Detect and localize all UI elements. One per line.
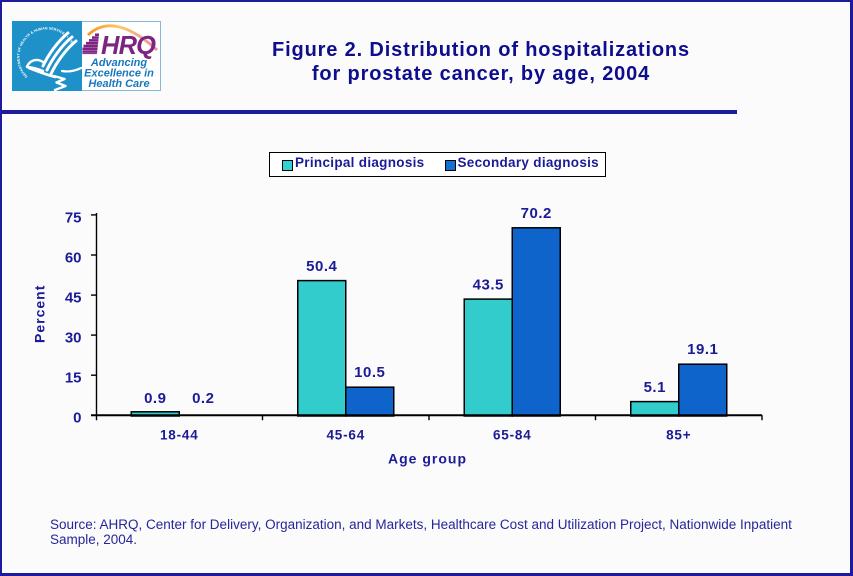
svg-text:43.5: 43.5 [473, 276, 504, 293]
svg-text:Excellence in: Excellence in [84, 68, 154, 80]
svg-text:45-64: 45-64 [326, 428, 365, 443]
svg-text:10.5: 10.5 [354, 364, 385, 381]
svg-text:45: 45 [65, 290, 82, 307]
svg-text:18-44: 18-44 [160, 428, 199, 443]
svg-text:85+: 85+ [666, 428, 691, 443]
svg-text:Health Care: Health Care [88, 78, 149, 90]
svg-text:19.1: 19.1 [687, 341, 718, 358]
svg-text:60: 60 [65, 250, 82, 267]
svg-text:75: 75 [65, 209, 82, 226]
svg-text:50.4: 50.4 [306, 258, 337, 275]
svg-text:0: 0 [73, 410, 81, 427]
svg-text:0.9: 0.9 [144, 390, 166, 407]
svg-text:Advancing: Advancing [90, 57, 148, 69]
svg-text:5.1: 5.1 [644, 379, 666, 396]
svg-text:15: 15 [65, 370, 82, 387]
svg-text:0.2: 0.2 [192, 390, 214, 407]
svg-text:65-84: 65-84 [493, 428, 532, 443]
svg-text:Age group: Age group [388, 451, 467, 467]
svg-text:HRQ: HRQ [101, 32, 156, 60]
svg-text:70.2: 70.2 [521, 205, 552, 222]
svg-text:30: 30 [65, 330, 82, 347]
svg-text:Percent: Percent [32, 285, 48, 343]
